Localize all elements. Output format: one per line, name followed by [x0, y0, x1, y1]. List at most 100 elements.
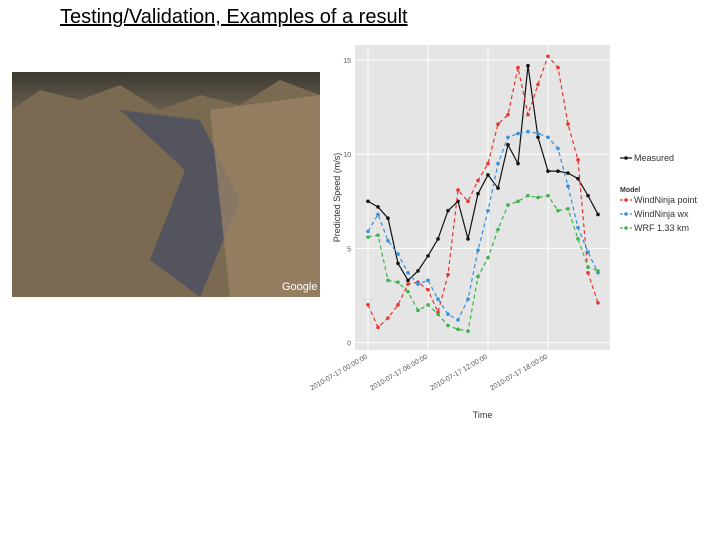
legend-label: Measured [634, 153, 674, 163]
data-point [566, 184, 570, 189]
data-point [536, 131, 540, 136]
data-point [496, 161, 500, 166]
data-point [526, 193, 530, 198]
data-point [546, 54, 550, 59]
data-point [366, 235, 370, 239]
data-point [406, 289, 410, 294]
data-point [396, 252, 400, 256]
data-point [386, 316, 390, 320]
data-point [516, 131, 520, 136]
data-point [536, 195, 540, 200]
data-point [446, 323, 450, 328]
data-point [416, 308, 420, 313]
y-tick-label: 5 [347, 246, 351, 253]
legend-label: WindNinja wx [634, 209, 689, 219]
data-point [446, 272, 450, 277]
data-point [366, 229, 370, 234]
data-point [576, 158, 580, 162]
data-point [476, 248, 480, 253]
data-point [376, 233, 380, 237]
data-point [586, 271, 590, 275]
data-point [556, 208, 560, 213]
data-point [486, 208, 490, 213]
data-point [486, 255, 490, 260]
data-point [586, 193, 590, 198]
legend-swatch [624, 198, 628, 202]
data-point [436, 312, 440, 317]
data-point [386, 239, 390, 243]
watermark: Google [282, 281, 317, 293]
data-point [426, 287, 430, 292]
data-point [516, 65, 520, 70]
data-point [456, 318, 460, 322]
data-point [476, 274, 480, 279]
data-point [406, 278, 410, 283]
data-point [596, 301, 600, 305]
data-point [556, 146, 560, 151]
data-point [496, 122, 500, 126]
legend-title: Model [620, 187, 640, 194]
data-point [376, 205, 380, 209]
series-line [367, 55, 599, 329]
data-point [366, 199, 370, 204]
legend-label: WindNinja point [634, 195, 698, 205]
data-point [566, 171, 570, 175]
legend-swatch [624, 156, 628, 160]
data-point [536, 135, 540, 140]
x-tick-label: 2010-07-17 18:00:00 [489, 354, 549, 393]
data-point [366, 303, 370, 307]
data-point [466, 297, 470, 301]
data-point [556, 169, 560, 173]
data-point [466, 237, 470, 241]
x-tick-label: 2010-07-17 12:00:00 [429, 354, 489, 393]
data-point [496, 186, 500, 190]
data-point [586, 265, 590, 269]
data-point [476, 178, 480, 183]
plot-panel [355, 45, 610, 350]
data-point [396, 303, 400, 307]
data-point [576, 176, 580, 181]
slide-title: Testing/Validation, Examples of a result [60, 6, 408, 28]
data-point [516, 199, 520, 204]
y-tick-label: 15 [343, 58, 351, 65]
data-point [426, 254, 430, 258]
data-point [396, 280, 400, 285]
data-point [466, 199, 470, 204]
terrain-image: Google [12, 72, 320, 297]
data-point [376, 325, 380, 330]
data-point [496, 227, 500, 232]
data-point [566, 122, 570, 126]
x-tick-label: 2010-07-17 00:00:00 [309, 354, 369, 393]
legend-swatch [624, 226, 628, 230]
data-point [376, 212, 380, 217]
data-point [526, 129, 530, 134]
data-point [506, 112, 510, 117]
x-tick-label: 2010-07-17 06:00:00 [369, 354, 429, 393]
data-point [596, 269, 600, 273]
data-point [526, 112, 530, 117]
data-point [596, 212, 600, 217]
data-point [386, 278, 390, 283]
data-point [406, 282, 410, 286]
data-point [446, 208, 450, 213]
data-point [566, 206, 570, 211]
x-axis-label: Time [473, 410, 493, 420]
data-point [406, 271, 410, 275]
data-point [486, 173, 490, 177]
y-tick-label: 0 [347, 340, 351, 347]
data-point [526, 63, 530, 68]
data-point [506, 203, 510, 207]
data-point [436, 237, 440, 241]
data-point [426, 278, 430, 283]
y-tick-label: 10 [343, 152, 351, 159]
data-point [546, 135, 550, 140]
data-point [546, 169, 550, 173]
data-point [386, 216, 390, 221]
data-point [416, 282, 420, 286]
data-point [476, 191, 480, 196]
data-point [446, 312, 450, 317]
y-axis-label: Predicted Speed (m/s) [332, 153, 342, 243]
data-point [396, 261, 400, 266]
data-point [586, 250, 590, 254]
